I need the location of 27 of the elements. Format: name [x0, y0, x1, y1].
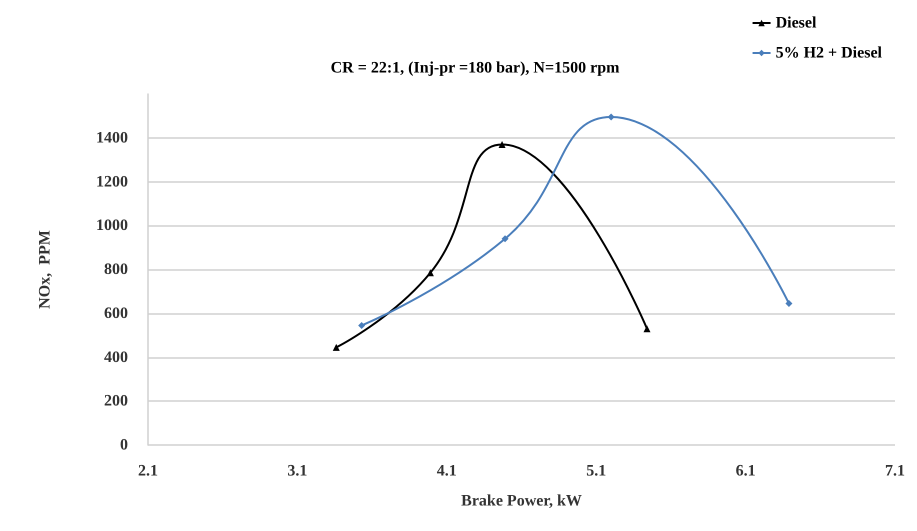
y-tick-label: 0: [120, 436, 128, 454]
x-axis-title: Brake Power, kW: [461, 492, 582, 510]
y-tick-label: 1400: [96, 129, 128, 146]
point: [498, 140, 506, 148]
y-tick-label: 400: [104, 348, 128, 366]
y-tick-label: 200: [104, 392, 128, 410]
x-tick-label: 5.1: [586, 462, 606, 480]
point: [358, 322, 366, 329]
y-tick-label: 600: [104, 304, 128, 322]
y-axis-title: NOx, PPM: [36, 230, 54, 309]
point: [426, 269, 434, 276]
chart-title: CR = 22:1, (Inj-pr =180 bar), N=1500 rpm: [330, 60, 620, 76]
y-tick-label: 1200: [96, 173, 128, 190]
point: [608, 114, 615, 121]
point: [332, 344, 340, 351]
y-tick-label: 800: [104, 261, 128, 278]
y-tick-label: 1000: [96, 217, 128, 234]
point: [785, 300, 792, 308]
point: [502, 235, 509, 242]
x-tick-label: 4.1: [436, 462, 457, 480]
legend-label: 5% H2 + Diesel: [776, 44, 883, 62]
x-tick-label: 6.1: [736, 462, 756, 480]
x-tick-label: 2.1: [138, 462, 158, 480]
x-tick-label: 7.1: [885, 462, 905, 480]
x-tick-label: 3.1: [287, 462, 308, 480]
point: [643, 325, 650, 332]
legend-label: Diesel: [776, 14, 817, 32]
